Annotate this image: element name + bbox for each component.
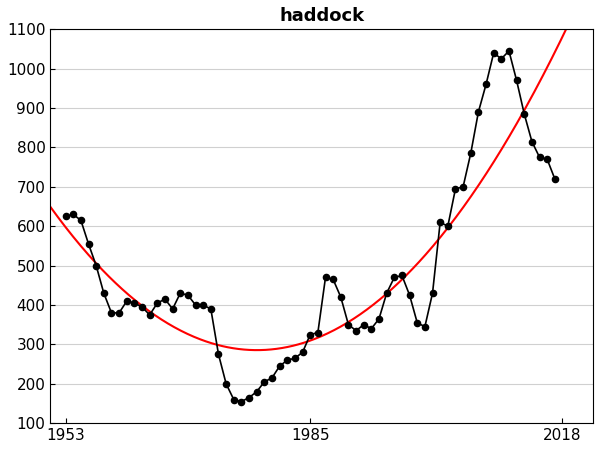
Point (382, 290, 391, 297)
Point (283, 356, 292, 364)
Point (428, 290, 437, 297)
Point (420, 323, 430, 330)
Point (122, 297, 131, 305)
Point (389, 274, 399, 281)
Point (244, 394, 254, 401)
Point (321, 274, 331, 281)
Point (520, 110, 529, 117)
Title: haddock: haddock (279, 7, 364, 25)
Point (489, 50, 499, 57)
Point (359, 321, 368, 328)
Point (497, 55, 506, 63)
Point (260, 378, 269, 386)
Point (175, 290, 185, 297)
Point (436, 219, 445, 226)
Point (298, 349, 307, 356)
Point (473, 108, 483, 116)
Point (481, 81, 491, 88)
Point (137, 303, 147, 310)
Point (214, 351, 223, 358)
Point (229, 396, 239, 403)
Point (313, 329, 323, 336)
Point (550, 176, 560, 183)
Point (305, 331, 315, 338)
Point (76, 217, 86, 224)
Point (183, 292, 193, 299)
Point (458, 183, 468, 190)
Point (152, 299, 162, 306)
Point (267, 374, 277, 382)
Point (68, 211, 78, 218)
Point (344, 321, 353, 328)
Point (374, 315, 384, 322)
Point (412, 319, 422, 326)
Point (443, 223, 452, 230)
Point (542, 156, 552, 163)
Point (221, 380, 231, 387)
Point (405, 292, 415, 299)
Point (336, 293, 346, 301)
Point (290, 355, 300, 362)
Point (84, 240, 94, 248)
Point (160, 296, 170, 303)
Point (351, 327, 361, 334)
Point (191, 302, 200, 309)
Point (504, 47, 514, 54)
Point (130, 299, 139, 306)
Point (206, 306, 215, 313)
Point (115, 309, 124, 316)
Point (535, 154, 544, 161)
Point (168, 306, 178, 313)
Point (275, 363, 284, 370)
Point (107, 309, 116, 316)
Point (328, 276, 338, 283)
Point (512, 77, 521, 84)
Point (236, 398, 246, 405)
Point (99, 290, 109, 297)
Point (252, 388, 262, 395)
Point (199, 302, 208, 309)
Point (527, 138, 537, 145)
Point (91, 262, 101, 269)
Point (61, 213, 70, 220)
Point (367, 325, 376, 332)
Point (145, 311, 154, 319)
Point (466, 150, 476, 157)
Point (397, 272, 407, 279)
Point (451, 185, 460, 193)
